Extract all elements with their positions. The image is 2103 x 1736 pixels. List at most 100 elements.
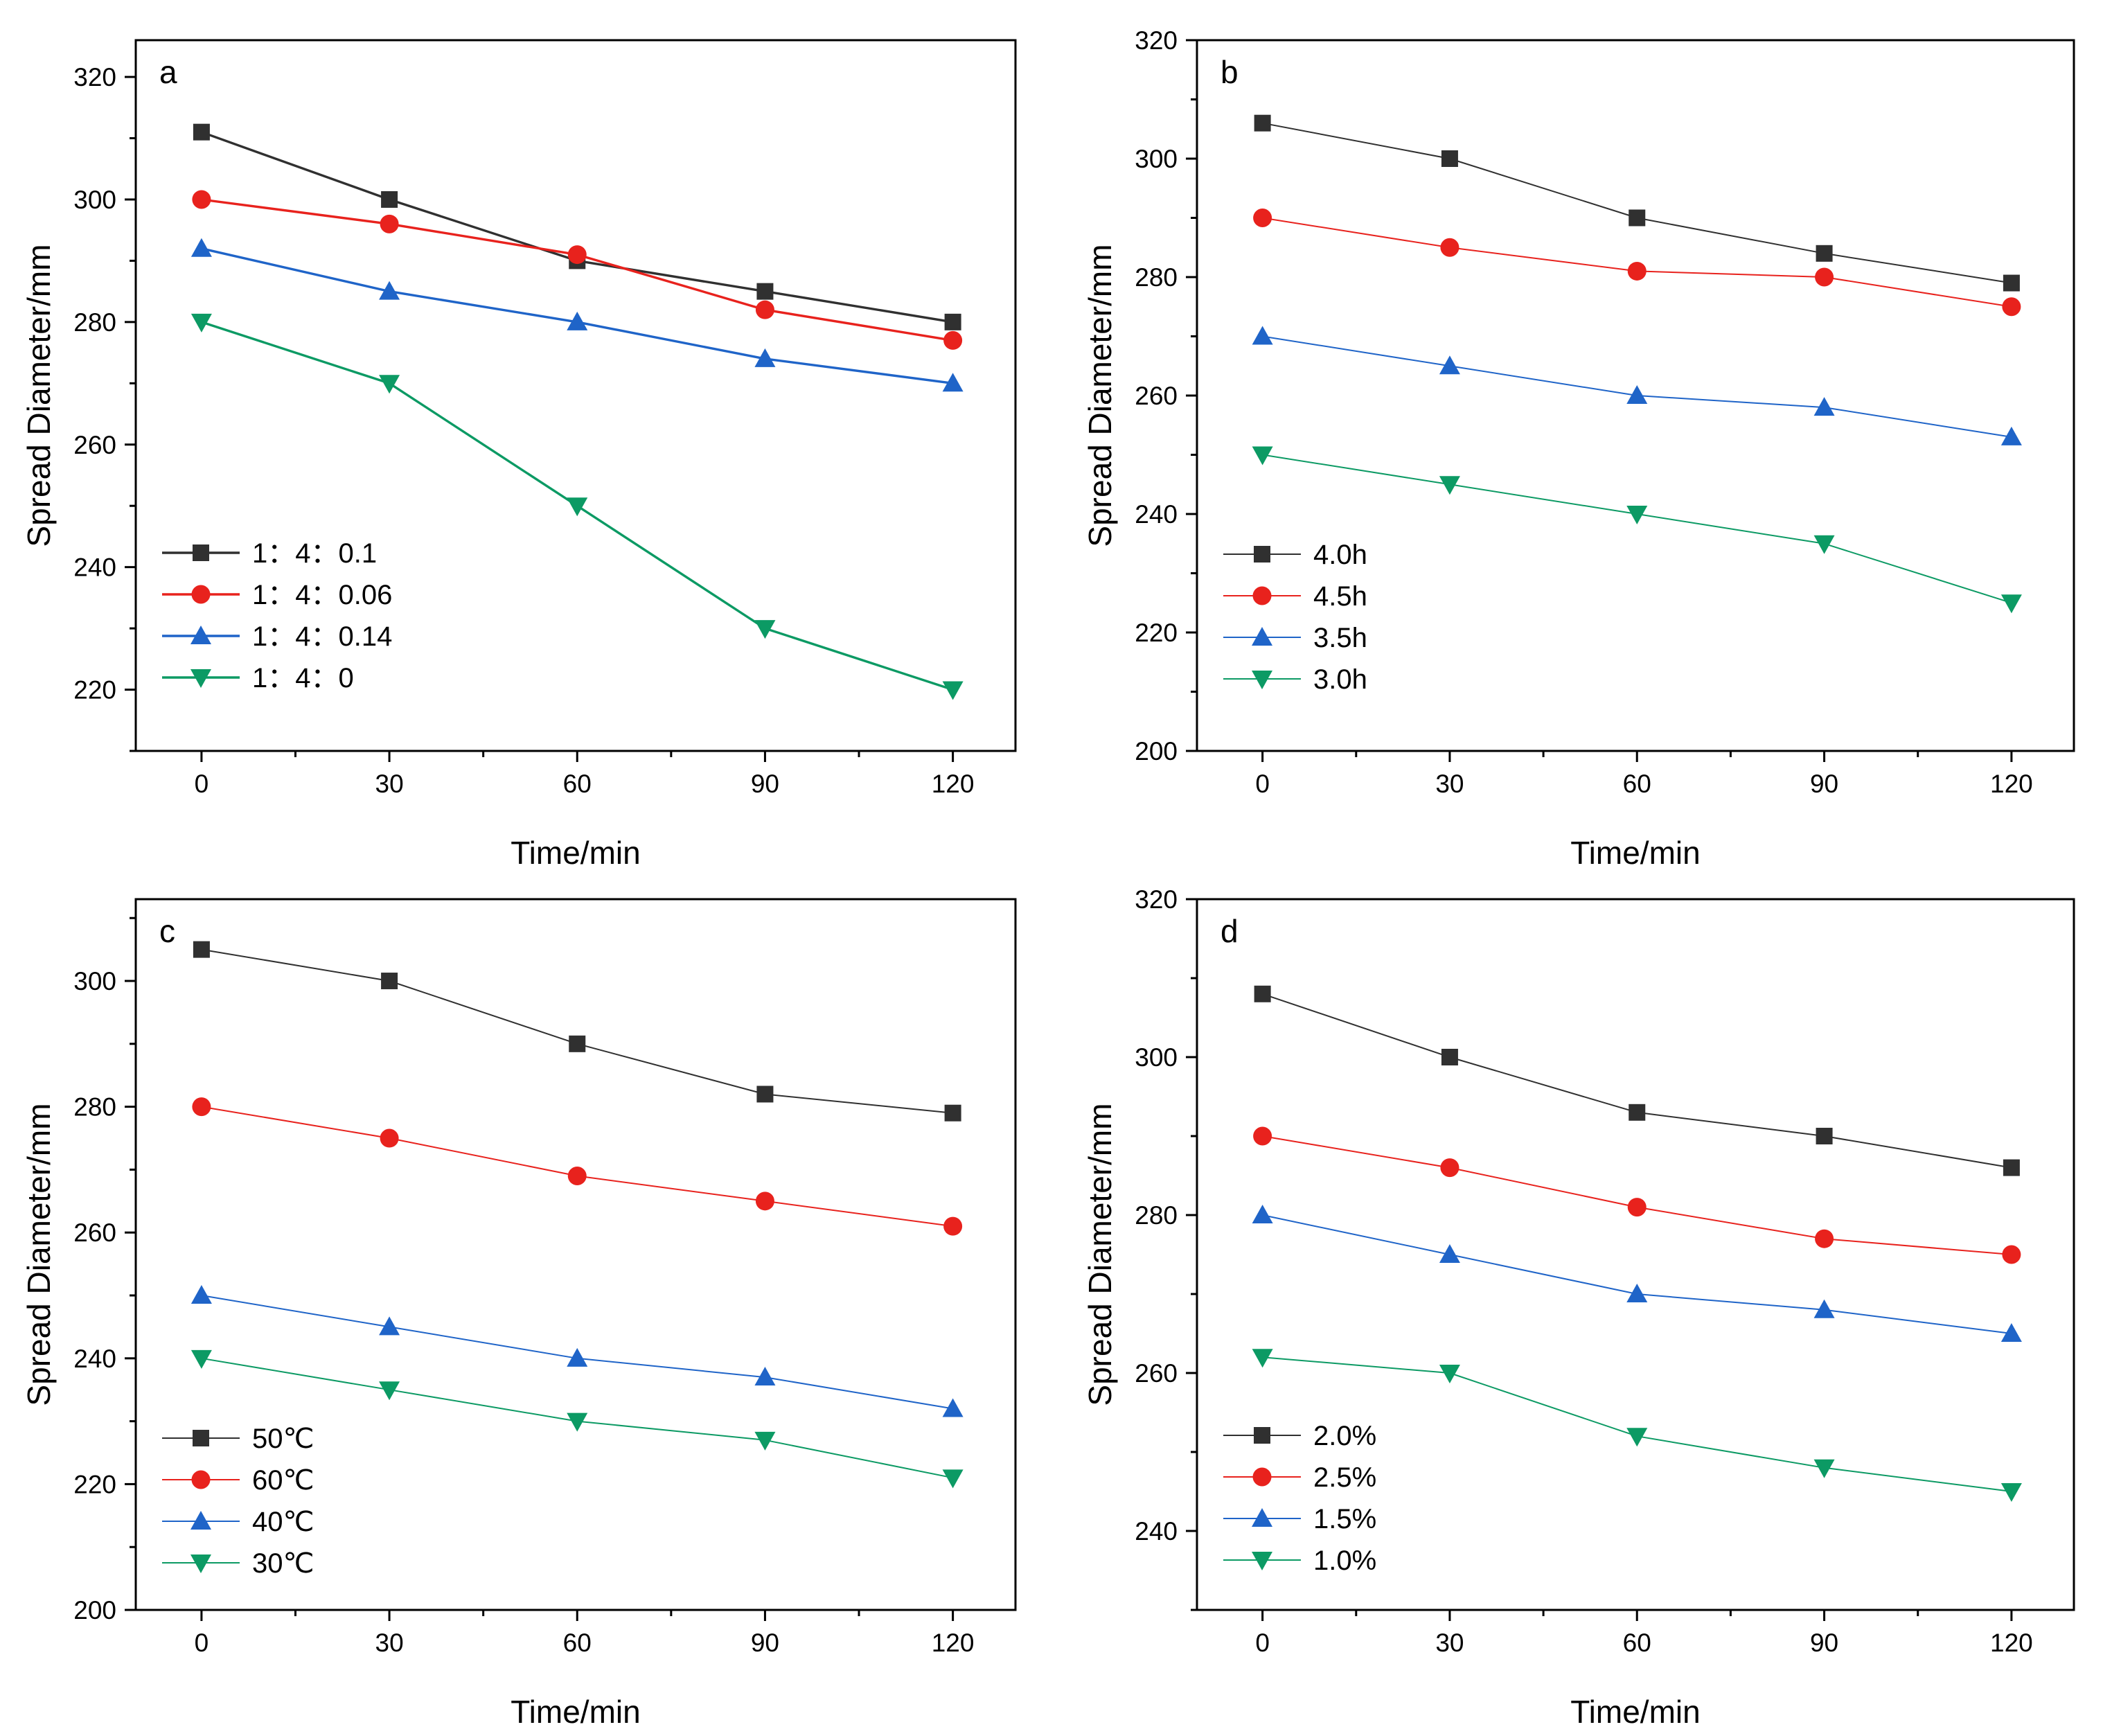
legend-label: 4.0h (1313, 540, 1367, 570)
data-point (943, 1216, 963, 1236)
legend-marker (1252, 1552, 1272, 1570)
data-point (2002, 297, 2021, 317)
data-point (2000, 594, 2022, 614)
data-point (1440, 238, 1459, 257)
legend-marker (193, 1430, 209, 1446)
data-point (569, 1035, 586, 1052)
data-point (1626, 1428, 1648, 1447)
legend: 4.0h 4.5h 3.5h 3.0h (1223, 540, 1367, 695)
series-2 (192, 1097, 963, 1236)
data-point (2002, 1245, 2021, 1264)
x-tick-label: 90 (751, 1629, 779, 1657)
x-axis-title: Time/min (1570, 1694, 1700, 1730)
y-tick-label: 260 (1135, 382, 1178, 410)
series-line (1262, 454, 2012, 604)
data-point (192, 190, 211, 209)
plot-frame (1196, 898, 2075, 1611)
y-tick-label: 280 (1135, 263, 1178, 292)
data-point (193, 941, 210, 958)
series-3 (1252, 1205, 2022, 1342)
series-line (1262, 1135, 2012, 1255)
data-point (754, 1367, 776, 1386)
data-point (1815, 1229, 1834, 1248)
y-axis-title: Spread Diameter/mm (1082, 1103, 1118, 1406)
series-line (201, 131, 953, 324)
data-point (2000, 1323, 2022, 1342)
series-line (201, 1106, 953, 1228)
series-2 (1253, 209, 2021, 317)
x-tick-label: 30 (1435, 770, 1464, 798)
x-tick-label: 120 (1990, 770, 2033, 798)
x-tick-label: 0 (1255, 770, 1270, 798)
data-point (942, 373, 964, 392)
legend-marker (1252, 1467, 1272, 1487)
y-tick-label: 220 (1135, 619, 1178, 647)
data-point (190, 1285, 212, 1304)
legend-marker (191, 585, 211, 604)
data-point (1252, 1349, 1273, 1368)
legend-label: 2.0% (1313, 1421, 1376, 1451)
data-point (1626, 1284, 1648, 1302)
data-point (379, 1381, 400, 1401)
data-point (190, 1349, 212, 1369)
legend-label: 3.5h (1313, 623, 1367, 653)
data-point (1815, 267, 1834, 287)
x-tick-label: 90 (1810, 1629, 1838, 1657)
data-point (1253, 1126, 1272, 1146)
series-4 (190, 1349, 964, 1489)
y-tick-label: 300 (73, 186, 116, 214)
x-tick-label: 60 (1623, 770, 1651, 798)
x-tick-label: 60 (563, 1629, 592, 1657)
data-point (381, 191, 398, 208)
x-tick-label: 30 (1435, 1629, 1464, 1657)
legend-marker (190, 1555, 211, 1573)
data-point (1439, 355, 1460, 375)
data-point (756, 283, 774, 300)
legend-label: 30℃ (252, 1548, 314, 1579)
legend-marker (190, 626, 211, 644)
data-point (379, 375, 400, 394)
data-point (567, 497, 588, 517)
data-point (942, 681, 964, 700)
y-tick-label: 300 (1135, 145, 1178, 173)
x-tick-label: 90 (1810, 770, 1838, 798)
legend-label: 1：4：0 (252, 663, 354, 693)
series-4 (190, 313, 964, 700)
data-point (1813, 397, 1835, 416)
legend-marker (1254, 1427, 1270, 1444)
y-tick-label: 200 (73, 1596, 116, 1624)
series-2 (1253, 1126, 2021, 1264)
legend-label: 1：4：0.14 (252, 621, 392, 652)
data-point (2000, 426, 2022, 445)
data-point (567, 1412, 588, 1432)
data-point (567, 1347, 588, 1367)
y-tick-label: 260 (73, 431, 116, 459)
legend-marker (190, 1511, 211, 1530)
legend: 50℃ 60℃ 40℃ 30℃ (162, 1424, 314, 1579)
panel-b: 0 30 60 90 120 200 220 240 260 280 300 320 Time/min S… (1082, 26, 2075, 871)
data-point (190, 238, 212, 257)
series-line (1262, 1214, 2012, 1334)
legend-label: 1：4：0.1 (252, 538, 377, 569)
data-point (1626, 506, 1648, 524)
data-point (1813, 1299, 1835, 1318)
data-point (1441, 150, 1458, 167)
series-line (201, 948, 953, 1114)
series-1 (193, 123, 961, 330)
plot-frame (134, 39, 1017, 752)
x-axis-title: Time/min (1570, 835, 1700, 871)
data-point (756, 1086, 774, 1103)
data-point (1253, 209, 1272, 227)
y-tick-label: 320 (1135, 26, 1178, 55)
legend: 2.0% 2.5% 1.5% 1.0% (1223, 1421, 1376, 1576)
panel-letter: d (1221, 913, 1239, 949)
legend-label: 1.0% (1313, 1545, 1376, 1576)
y-tick-label: 320 (1135, 885, 1178, 914)
data-point (1816, 245, 1833, 262)
data-point (379, 281, 400, 300)
x-tick-label: 60 (1623, 1629, 1651, 1657)
data-point (1626, 385, 1648, 404)
legend-marker (190, 669, 211, 688)
data-point (1629, 1104, 1646, 1121)
